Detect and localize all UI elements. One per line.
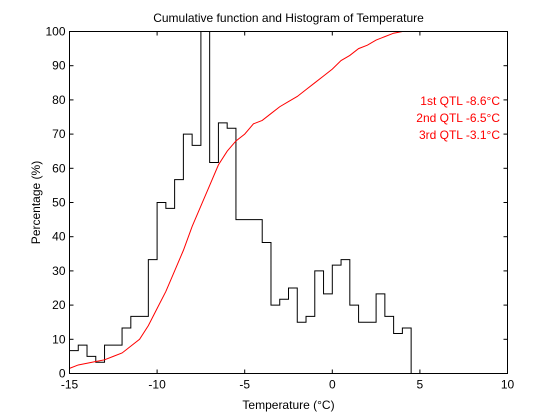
quartile-2-annotation: 2nd QTL -6.5°C: [416, 111, 500, 125]
x-tick-label: -5: [239, 378, 250, 392]
plot-area: [69, 31, 508, 374]
quartile-annotations: 1st QTL -8.6°C 2nd QTL -6.5°C 3rd QTL -3…: [416, 94, 500, 142]
y-tick-label: 90: [52, 59, 66, 73]
y-tick-label: 10: [52, 332, 66, 346]
histogram-series: [69, 31, 412, 374]
y-tick-label: 0: [59, 367, 66, 381]
quartile-1-annotation: 1st QTL -8.6°C: [420, 94, 500, 108]
chart-title: Cumulative function and Histogram of Tem…: [153, 11, 424, 25]
y-tick-label: 20: [52, 298, 66, 312]
x-tick-label: 10: [501, 378, 515, 392]
series-layer: [69, 31, 508, 374]
x-tick-label: -15: [61, 378, 79, 392]
x-axis-ticks: -15 -10 -5 0 5 10: [61, 31, 515, 392]
y-tick-label: 40: [52, 230, 66, 244]
axes-box: [69, 31, 508, 374]
x-tick-label: 5: [417, 378, 424, 392]
x-axis-title: Temperature (°C): [242, 398, 334, 412]
y-tick-label: 60: [52, 161, 66, 175]
x-tick-label: -10: [148, 378, 166, 392]
y-axis-title: Percentage (%): [29, 161, 43, 244]
cumulative-series: [69, 31, 508, 369]
y-tick-label: 70: [52, 127, 66, 141]
y-tick-label: 50: [52, 196, 66, 210]
x-tick-label: 0: [329, 378, 336, 392]
y-tick-label: 80: [52, 93, 66, 107]
quartile-3-annotation: 3rd QTL -3.1°C: [419, 128, 500, 142]
y-tick-label: 30: [52, 264, 66, 278]
y-tick-label: 100: [45, 25, 65, 39]
